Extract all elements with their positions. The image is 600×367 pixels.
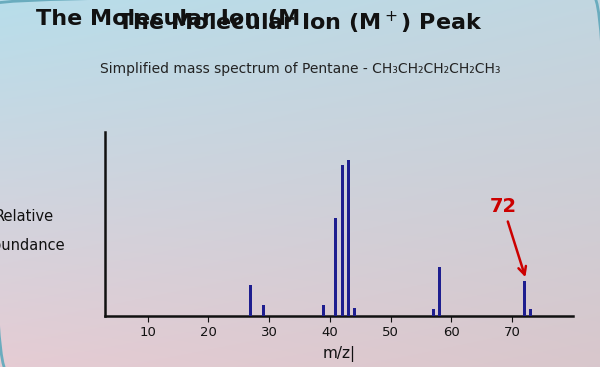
Text: The Molecular Ion (M$^+$) Peak: The Molecular Ion (M$^+$) Peak (118, 10, 482, 36)
Text: The Molecular Ion (M: The Molecular Ion (M (36, 9, 300, 29)
Bar (262, 305, 265, 316)
Bar (523, 281, 526, 316)
Bar (322, 305, 325, 316)
Bar (353, 308, 356, 316)
Bar (347, 160, 350, 316)
Bar (250, 284, 253, 316)
Bar (438, 268, 441, 316)
Bar (431, 309, 435, 316)
Bar (529, 309, 532, 316)
Bar (341, 165, 344, 316)
Text: Relative: Relative (0, 209, 53, 224)
Text: 72: 72 (490, 197, 526, 275)
Text: Abundance: Abundance (0, 239, 65, 253)
Bar (334, 218, 337, 316)
Text: Simplified mass spectrum of Pentane - CH₃CH₂CH₂CH₂CH₃: Simplified mass spectrum of Pentane - CH… (100, 62, 500, 76)
X-axis label: m/z|: m/z| (322, 346, 356, 362)
